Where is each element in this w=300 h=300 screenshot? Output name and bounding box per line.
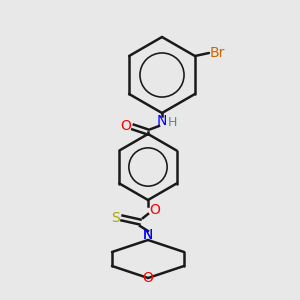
Text: H: H (167, 116, 177, 130)
Text: O: O (150, 203, 160, 217)
Text: Br: Br (209, 46, 225, 60)
Text: N: N (143, 228, 153, 242)
Text: N: N (157, 114, 167, 128)
Text: O: O (121, 119, 131, 133)
Text: N: N (143, 228, 153, 242)
Text: S: S (111, 211, 119, 225)
Text: O: O (142, 271, 153, 285)
